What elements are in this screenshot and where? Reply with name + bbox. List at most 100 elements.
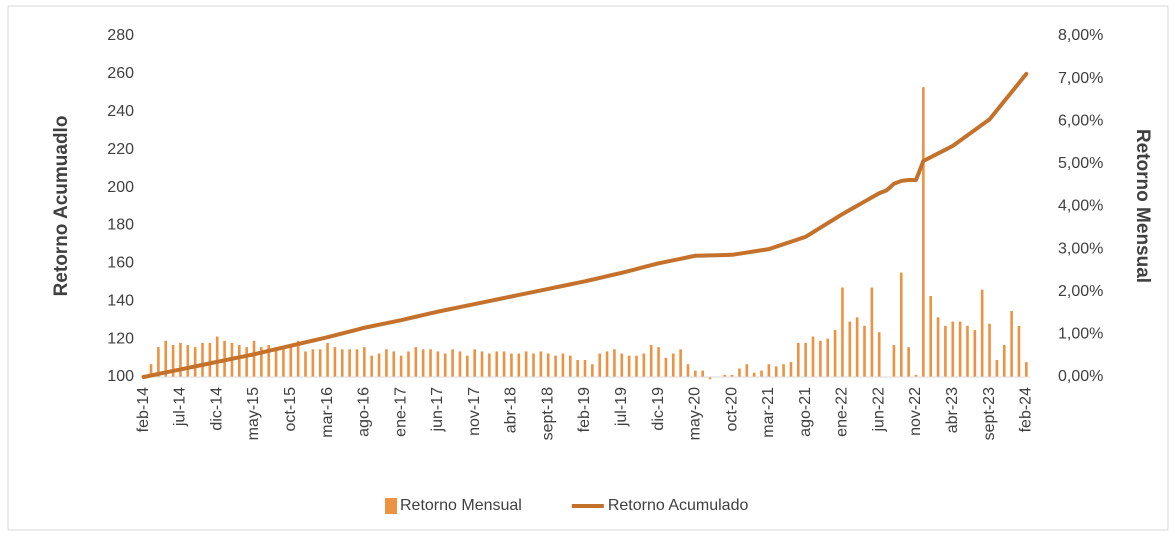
x-tick-label: jul-14 <box>172 387 189 427</box>
bar <box>392 351 396 377</box>
bar <box>186 345 190 377</box>
bar <box>811 336 815 377</box>
bar <box>237 345 241 377</box>
x-tick-label: may-15 <box>245 387 262 440</box>
bar <box>282 347 285 377</box>
bar <box>274 347 278 377</box>
bar <box>385 349 388 377</box>
bar <box>1017 325 1021 377</box>
bar <box>730 374 734 377</box>
bar <box>782 364 785 377</box>
y-tick-label: 120 <box>107 330 134 347</box>
bar <box>414 347 418 377</box>
x-tick-label: ene-17 <box>392 387 409 437</box>
bar <box>340 349 344 377</box>
bar <box>377 353 381 377</box>
x-tick-label: ago-21 <box>797 387 814 437</box>
y2-tick-label: 7,00% <box>1058 70 1103 87</box>
bar <box>524 351 528 377</box>
x-tick-label: oct-15 <box>282 387 299 432</box>
x-tick-label: mar-16 <box>319 387 336 438</box>
bar <box>958 321 962 377</box>
y2-tick-label: 6,00% <box>1058 112 1103 129</box>
bar <box>936 317 940 377</box>
bar <box>171 345 175 377</box>
y-tick-label: 280 <box>107 27 134 44</box>
bar <box>826 338 830 377</box>
bar <box>620 353 624 377</box>
y-tick-label: 180 <box>107 217 134 234</box>
bar <box>973 330 977 377</box>
bar <box>1010 310 1013 377</box>
bar <box>988 323 991 377</box>
bar <box>819 340 822 377</box>
y-tick-label: 260 <box>107 65 134 82</box>
x-tick-label: ene-22 <box>834 387 851 437</box>
bar <box>951 321 955 377</box>
bar <box>929 296 933 377</box>
bar <box>561 353 565 377</box>
x-tick-label: abr-18 <box>503 387 520 433</box>
bar <box>598 353 602 377</box>
x-tick-label: feb-19 <box>576 387 593 432</box>
bar <box>363 347 366 377</box>
bar <box>664 357 668 377</box>
x-tick-label: nov-22 <box>907 387 924 436</box>
legend-swatch <box>385 498 397 514</box>
bar <box>245 347 248 377</box>
bar <box>157 347 160 377</box>
bar <box>355 349 359 377</box>
bar <box>517 353 521 377</box>
bar <box>841 287 844 377</box>
y-axis-title: Retorno Acumuadlo <box>51 116 72 297</box>
y-tick-label: 140 <box>107 292 134 309</box>
bar <box>568 355 572 377</box>
bar <box>576 359 579 377</box>
bar <box>554 355 557 377</box>
bar <box>627 355 631 377</box>
y2-tick-label: 3,00% <box>1058 240 1103 257</box>
y-tick-label: 200 <box>107 179 134 196</box>
bar <box>657 347 660 377</box>
bar <box>649 345 653 377</box>
bar <box>944 325 947 377</box>
bar <box>892 345 896 377</box>
bar <box>179 342 182 377</box>
bar <box>914 374 918 377</box>
x-tick-label: jun-22 <box>870 387 887 433</box>
bar <box>767 364 771 377</box>
x-tick-label: ago-16 <box>356 387 373 437</box>
y2-tick-label: 2,00% <box>1058 283 1103 300</box>
bar <box>326 342 329 377</box>
bar <box>532 353 535 377</box>
y2-axis-title: Retorno Mensual <box>1132 129 1153 283</box>
x-tick-label: sept-18 <box>539 387 556 440</box>
bar <box>995 359 999 377</box>
bar <box>546 353 550 377</box>
x-tick-label: oct-20 <box>723 387 740 432</box>
bar <box>723 374 727 377</box>
bar <box>539 351 543 377</box>
bar <box>267 345 271 377</box>
bar <box>480 351 484 377</box>
bar <box>774 366 778 377</box>
y2-tick-label: 1,00% <box>1058 326 1103 343</box>
bar <box>458 351 462 377</box>
y2-tick-label: 5,00% <box>1058 155 1103 172</box>
bar <box>318 349 322 377</box>
x-tick-label: nov-17 <box>466 387 483 436</box>
bar <box>583 359 587 377</box>
bar <box>605 351 609 377</box>
bar <box>429 349 432 377</box>
bar <box>333 347 337 377</box>
y2-tick-label: 4,00% <box>1058 198 1103 215</box>
x-tick-label: feb-24 <box>1018 387 1035 432</box>
bar <box>502 351 506 377</box>
bar <box>296 340 300 377</box>
bar <box>870 287 874 377</box>
bar <box>436 351 440 377</box>
bar <box>304 351 307 377</box>
bar <box>686 364 690 377</box>
bar <box>855 317 859 377</box>
x-tick-label: jun-17 <box>429 387 446 433</box>
